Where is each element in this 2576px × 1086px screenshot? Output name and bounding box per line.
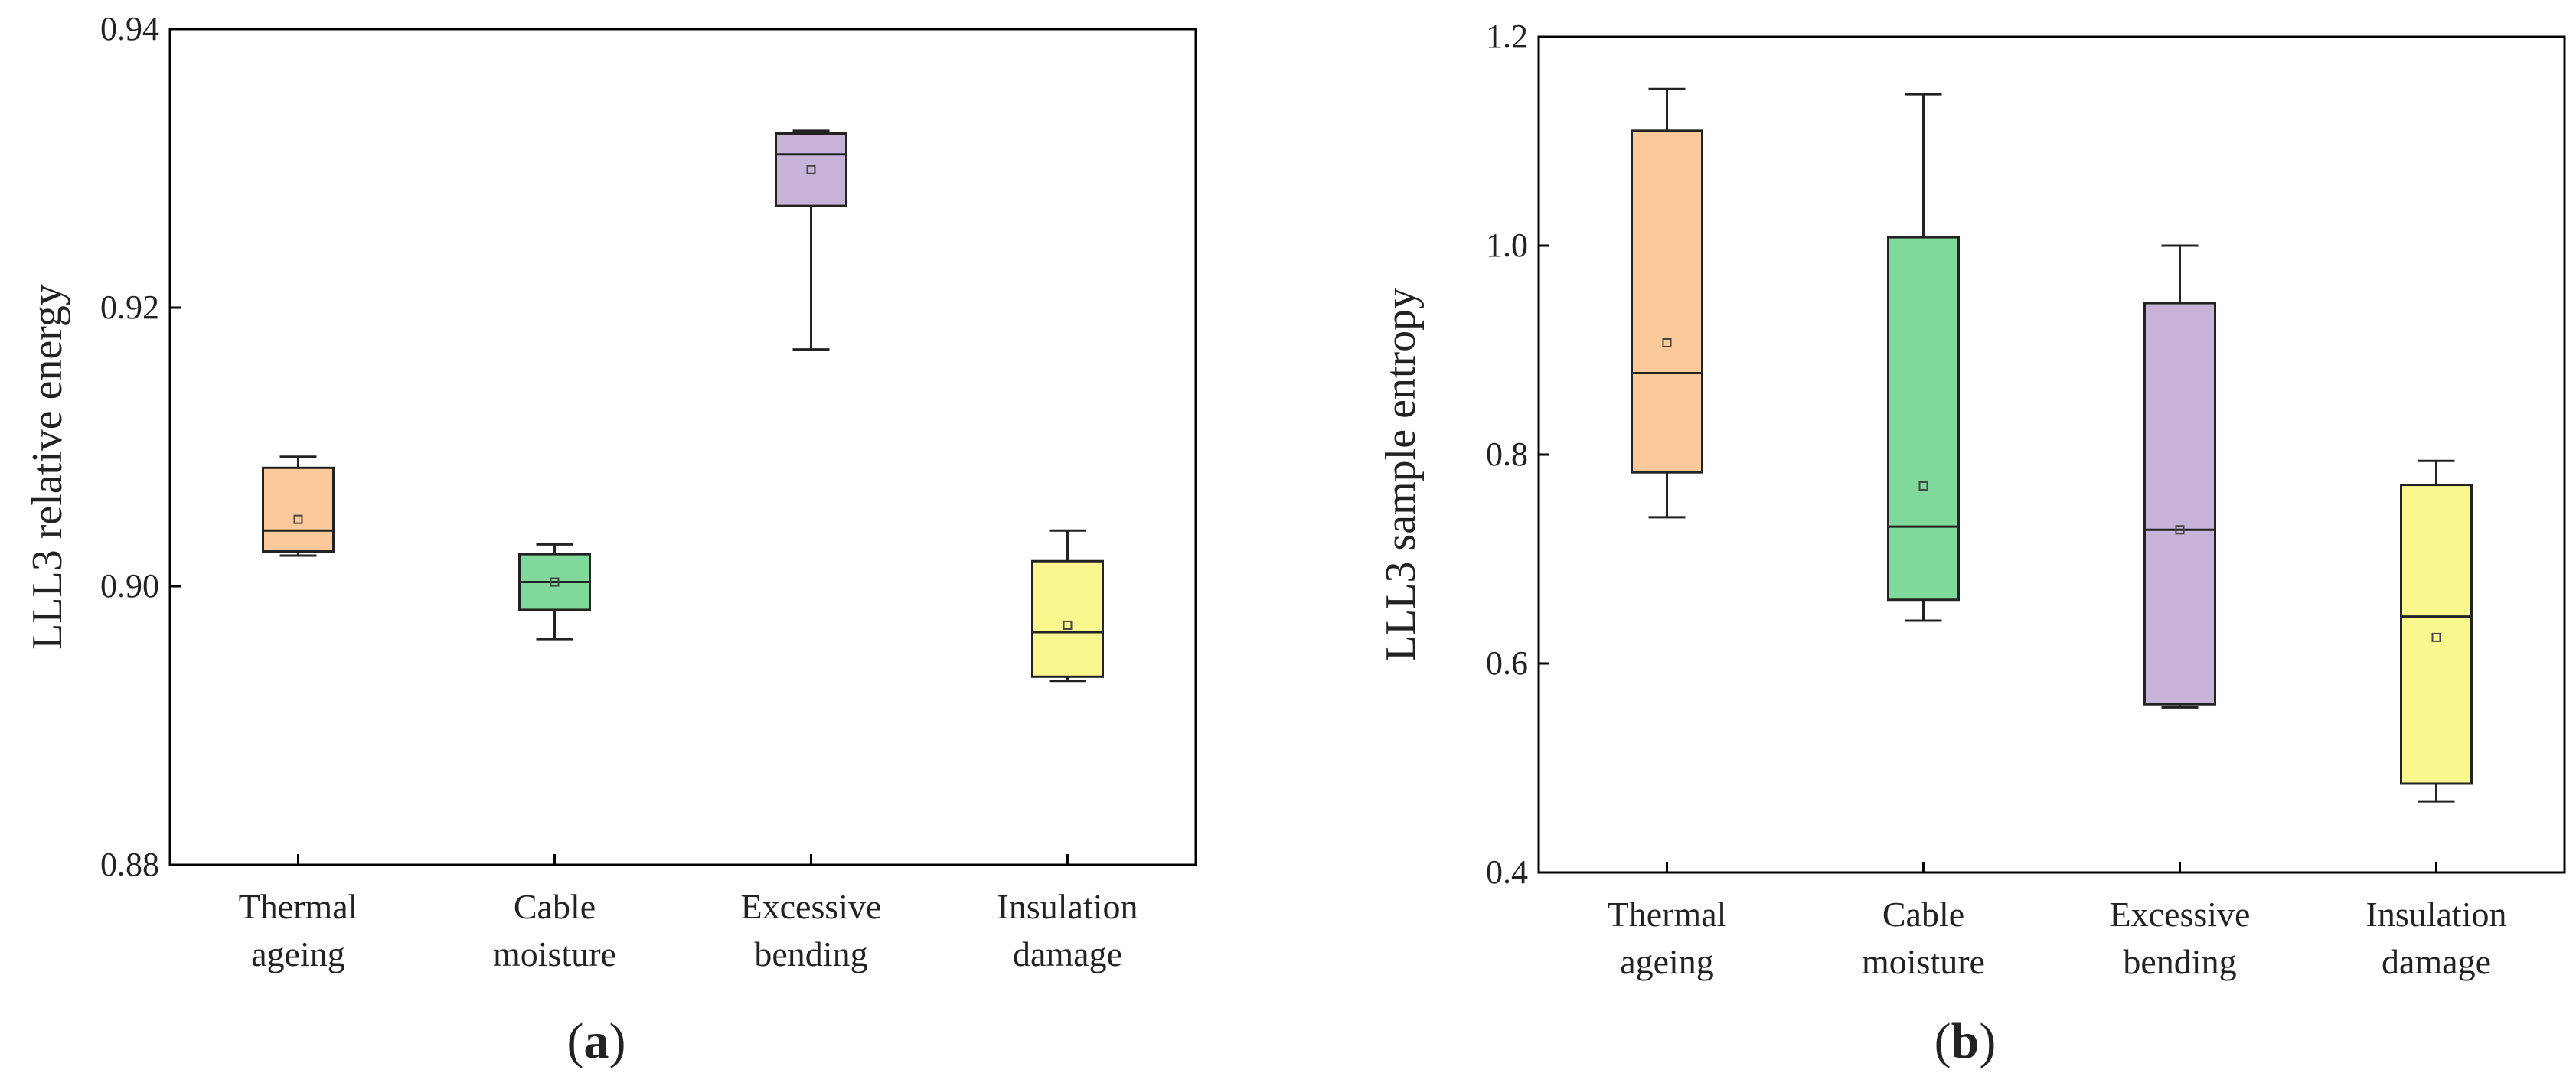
panel-b-letter: (b) xyxy=(1934,1013,1996,1069)
y-tick-label: 0.8 xyxy=(1486,435,1528,473)
x-category-label: Thermal xyxy=(239,887,358,926)
x-category-label: damage xyxy=(2382,942,2491,981)
x-category-label: Excessive xyxy=(741,887,882,926)
mean-marker xyxy=(806,165,816,174)
y-tick-label: 1.2 xyxy=(1486,18,1528,55)
x-category-label: Cable xyxy=(514,887,596,926)
y-tick-label: 0.6 xyxy=(1486,644,1528,682)
y-tick-label: 0.92 xyxy=(100,289,159,326)
y-tick-label: 0.4 xyxy=(1486,853,1528,891)
mean-marker xyxy=(293,514,303,524)
iqr-box xyxy=(1031,559,1104,678)
panel-b: LLL3 sample entropy 0.4 0.6 0.8 1.0 1.2 Therm… xyxy=(1377,18,2566,1069)
mean-marker xyxy=(1918,481,1928,491)
iqr-box xyxy=(1887,236,1960,602)
x-category-label: damage xyxy=(1013,934,1122,973)
x-category-label: Insulation xyxy=(2366,895,2507,934)
y-tick-label: 1.0 xyxy=(1486,227,1528,264)
iqr-box xyxy=(262,466,335,553)
mean-marker xyxy=(1063,620,1073,630)
panel-a-plot: 0.88 0.90 0.92 0.94 Thermal ageing Cable moistu… xyxy=(100,10,1197,973)
x-category-label: Insulation xyxy=(997,887,1138,926)
panel-b-y-axis-title: LLL3 sample entropy xyxy=(1377,288,1425,661)
x-category-label: Excessive xyxy=(2110,895,2251,934)
panel-a-letter-value: a xyxy=(584,1013,609,1069)
panel-a-y-axis-title: LLL3 relative energy xyxy=(24,284,71,650)
x-category-label: moisture xyxy=(493,934,616,973)
x-category-label: moisture xyxy=(1862,942,1985,981)
y-tick-label: 0.90 xyxy=(100,567,159,605)
iqr-box xyxy=(775,132,847,207)
mean-marker xyxy=(1662,338,1672,347)
panel-a: LLL3 relative energy 0.88 0.90 0.92 0.94 The… xyxy=(24,10,1197,1069)
panel-b-plot: 0.4 0.6 0.8 1.0 1.2 Thermal ageing Cable moistur… xyxy=(1486,18,2566,981)
mean-marker xyxy=(2431,632,2441,642)
iqr-box xyxy=(2143,302,2216,706)
x-category-label: Thermal xyxy=(1608,895,1727,934)
panel-b-letter-value: b xyxy=(1951,1013,1980,1069)
iqr-box xyxy=(1631,129,1703,474)
plot-frame xyxy=(168,28,1197,866)
x-category-label: bending xyxy=(2123,942,2236,981)
x-category-label: Cable xyxy=(1882,895,1964,934)
mean-marker xyxy=(2175,525,2185,535)
y-tick-label: 0.94 xyxy=(100,10,159,47)
mean-marker xyxy=(550,577,560,587)
x-category-label: bending xyxy=(754,934,867,973)
x-category-label: ageing xyxy=(1620,942,1714,981)
x-category-label: ageing xyxy=(251,934,345,973)
y-tick-label: 0.88 xyxy=(100,846,159,883)
panel-a-letter: (a) xyxy=(567,1013,626,1069)
